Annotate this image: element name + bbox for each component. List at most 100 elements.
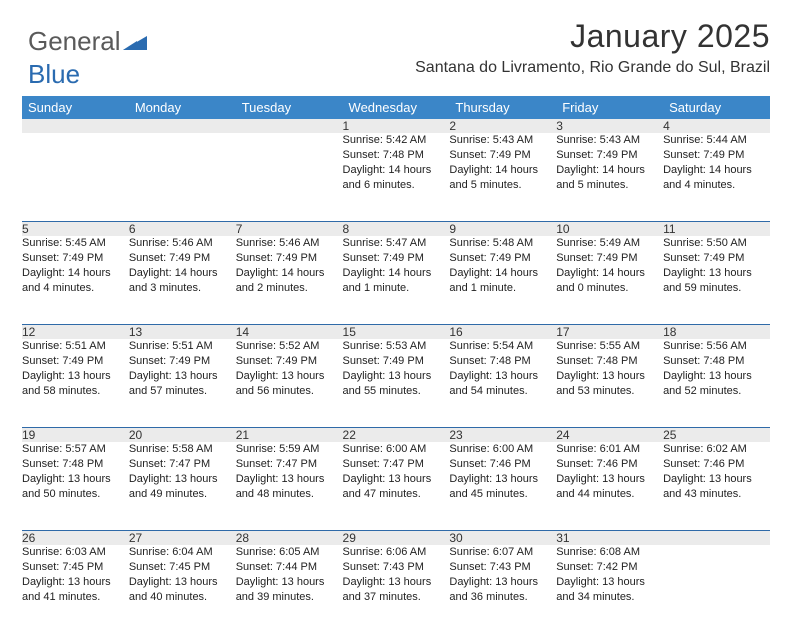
weekday-header-row: Sunday Monday Tuesday Wednesday Thursday… [22, 96, 770, 119]
sunset-line: Sunset: 7:43 PM [343, 560, 450, 575]
daylight-line: Daylight: 13 hours and 49 minutes. [129, 472, 236, 502]
sunrise-line: Sunrise: 5:48 AM [449, 236, 556, 251]
weekday-header: Thursday [449, 96, 556, 119]
sunrise-line: Sunrise: 6:00 AM [449, 442, 556, 457]
day-number-cell: 23 [449, 428, 556, 443]
location-subtitle: Santana do Livramento, Rio Grande do Sul… [415, 59, 770, 77]
day-data-cell: Sunrise: 5:44 AMSunset: 7:49 PMDaylight:… [663, 133, 770, 221]
day-number-cell: 19 [22, 428, 129, 443]
sunset-line: Sunset: 7:44 PM [236, 560, 343, 575]
daylight-line: Daylight: 13 hours and 45 minutes. [449, 472, 556, 502]
daylight-line: Daylight: 13 hours and 50 minutes. [22, 472, 129, 502]
day-data-cell: Sunrise: 5:52 AMSunset: 7:49 PMDaylight:… [236, 339, 343, 427]
day-number-cell: 10 [556, 222, 663, 237]
weekday-header: Sunday [22, 96, 129, 119]
day-data-cell [129, 133, 236, 221]
sunrise-line: Sunrise: 5:46 AM [129, 236, 236, 251]
day-number-cell: 15 [343, 325, 450, 340]
day-data-cell: Sunrise: 5:47 AMSunset: 7:49 PMDaylight:… [343, 236, 450, 324]
day-number-cell: 27 [129, 531, 236, 546]
day-number-row: 567891011 [22, 222, 770, 237]
sunrise-line: Sunrise: 5:52 AM [236, 339, 343, 354]
day-number-cell: 7 [236, 222, 343, 237]
day-data-cell: Sunrise: 5:45 AMSunset: 7:49 PMDaylight:… [22, 236, 129, 324]
sunset-line: Sunset: 7:49 PM [22, 251, 129, 266]
sunrise-line: Sunrise: 5:51 AM [22, 339, 129, 354]
sunrise-line: Sunrise: 6:01 AM [556, 442, 663, 457]
sunrise-line: Sunrise: 5:55 AM [556, 339, 663, 354]
day-data-cell: Sunrise: 5:53 AMSunset: 7:49 PMDaylight:… [343, 339, 450, 427]
day-number-cell: 2 [449, 119, 556, 133]
day-number-cell: 12 [22, 325, 129, 340]
weekday-header: Monday [129, 96, 236, 119]
day-number-cell: 3 [556, 119, 663, 133]
sunset-line: Sunset: 7:45 PM [129, 560, 236, 575]
weekday-header: Wednesday [343, 96, 450, 119]
sunrise-line: Sunrise: 5:43 AM [556, 133, 663, 148]
day-data-cell: Sunrise: 6:00 AMSunset: 7:47 PMDaylight:… [343, 442, 450, 530]
day-number-cell: 29 [343, 531, 450, 546]
daylight-line: Daylight: 14 hours and 2 minutes. [236, 266, 343, 296]
weekday-header: Tuesday [236, 96, 343, 119]
sunset-line: Sunset: 7:49 PM [129, 354, 236, 369]
weekday-header: Saturday [663, 96, 770, 119]
daylight-line: Daylight: 13 hours and 54 minutes. [449, 369, 556, 399]
daylight-line: Daylight: 13 hours and 37 minutes. [343, 575, 450, 605]
daylight-line: Daylight: 14 hours and 3 minutes. [129, 266, 236, 296]
sunset-line: Sunset: 7:49 PM [449, 148, 556, 163]
sunset-line: Sunset: 7:49 PM [236, 354, 343, 369]
day-data-cell: Sunrise: 5:46 AMSunset: 7:49 PMDaylight:… [236, 236, 343, 324]
daylight-line: Daylight: 13 hours and 47 minutes. [343, 472, 450, 502]
daylight-line: Daylight: 13 hours and 40 minutes. [129, 575, 236, 605]
weekday-header: Friday [556, 96, 663, 119]
sunset-line: Sunset: 7:49 PM [343, 354, 450, 369]
sunrise-line: Sunrise: 5:57 AM [22, 442, 129, 457]
day-data-cell: Sunrise: 5:46 AMSunset: 7:49 PMDaylight:… [129, 236, 236, 324]
daylight-line: Daylight: 13 hours and 36 minutes. [449, 575, 556, 605]
sunset-line: Sunset: 7:48 PM [449, 354, 556, 369]
day-data-cell: Sunrise: 6:01 AMSunset: 7:46 PMDaylight:… [556, 442, 663, 530]
daylight-line: Daylight: 14 hours and 5 minutes. [449, 163, 556, 193]
sunset-line: Sunset: 7:49 PM [236, 251, 343, 266]
day-number-cell: 5 [22, 222, 129, 237]
day-data-cell: Sunrise: 6:08 AMSunset: 7:42 PMDaylight:… [556, 545, 663, 633]
day-data-row: Sunrise: 5:51 AMSunset: 7:49 PMDaylight:… [22, 339, 770, 427]
sunrise-line: Sunrise: 5:59 AM [236, 442, 343, 457]
page-title: January 2025 [415, 18, 770, 55]
logo: General [22, 18, 147, 57]
day-data-cell: Sunrise: 5:58 AMSunset: 7:47 PMDaylight:… [129, 442, 236, 530]
sunrise-line: Sunrise: 5:51 AM [129, 339, 236, 354]
sunrise-line: Sunrise: 5:43 AM [449, 133, 556, 148]
day-number-cell: 22 [343, 428, 450, 443]
day-number-row: 262728293031 [22, 531, 770, 546]
day-data-cell: Sunrise: 5:50 AMSunset: 7:49 PMDaylight:… [663, 236, 770, 324]
day-data-cell: Sunrise: 6:02 AMSunset: 7:46 PMDaylight:… [663, 442, 770, 530]
sunrise-line: Sunrise: 5:53 AM [343, 339, 450, 354]
daylight-line: Daylight: 14 hours and 4 minutes. [663, 163, 770, 193]
day-data-cell: Sunrise: 5:59 AMSunset: 7:47 PMDaylight:… [236, 442, 343, 530]
day-number-cell: 25 [663, 428, 770, 443]
sunset-line: Sunset: 7:49 PM [449, 251, 556, 266]
sunset-line: Sunset: 7:49 PM [663, 251, 770, 266]
day-data-cell: Sunrise: 5:57 AMSunset: 7:48 PMDaylight:… [22, 442, 129, 530]
day-number-cell: 17 [556, 325, 663, 340]
daylight-line: Daylight: 13 hours and 59 minutes. [663, 266, 770, 296]
day-number-cell: 20 [129, 428, 236, 443]
sunset-line: Sunset: 7:48 PM [556, 354, 663, 369]
sunset-line: Sunset: 7:49 PM [129, 251, 236, 266]
daylight-line: Daylight: 13 hours and 44 minutes. [556, 472, 663, 502]
logo-text-blue: Blue [28, 59, 80, 89]
sunset-line: Sunset: 7:48 PM [343, 148, 450, 163]
sunset-line: Sunset: 7:49 PM [663, 148, 770, 163]
day-number-row: 1234 [22, 119, 770, 133]
day-data-cell: Sunrise: 6:03 AMSunset: 7:45 PMDaylight:… [22, 545, 129, 633]
sunset-line: Sunset: 7:48 PM [22, 457, 129, 472]
day-number-cell: 24 [556, 428, 663, 443]
daylight-line: Daylight: 14 hours and 0 minutes. [556, 266, 663, 296]
sunrise-line: Sunrise: 6:04 AM [129, 545, 236, 560]
daylight-line: Daylight: 13 hours and 43 minutes. [663, 472, 770, 502]
day-number-cell: 31 [556, 531, 663, 546]
sunrise-line: Sunrise: 5:50 AM [663, 236, 770, 251]
day-number-cell: 26 [22, 531, 129, 546]
sunrise-line: Sunrise: 6:05 AM [236, 545, 343, 560]
